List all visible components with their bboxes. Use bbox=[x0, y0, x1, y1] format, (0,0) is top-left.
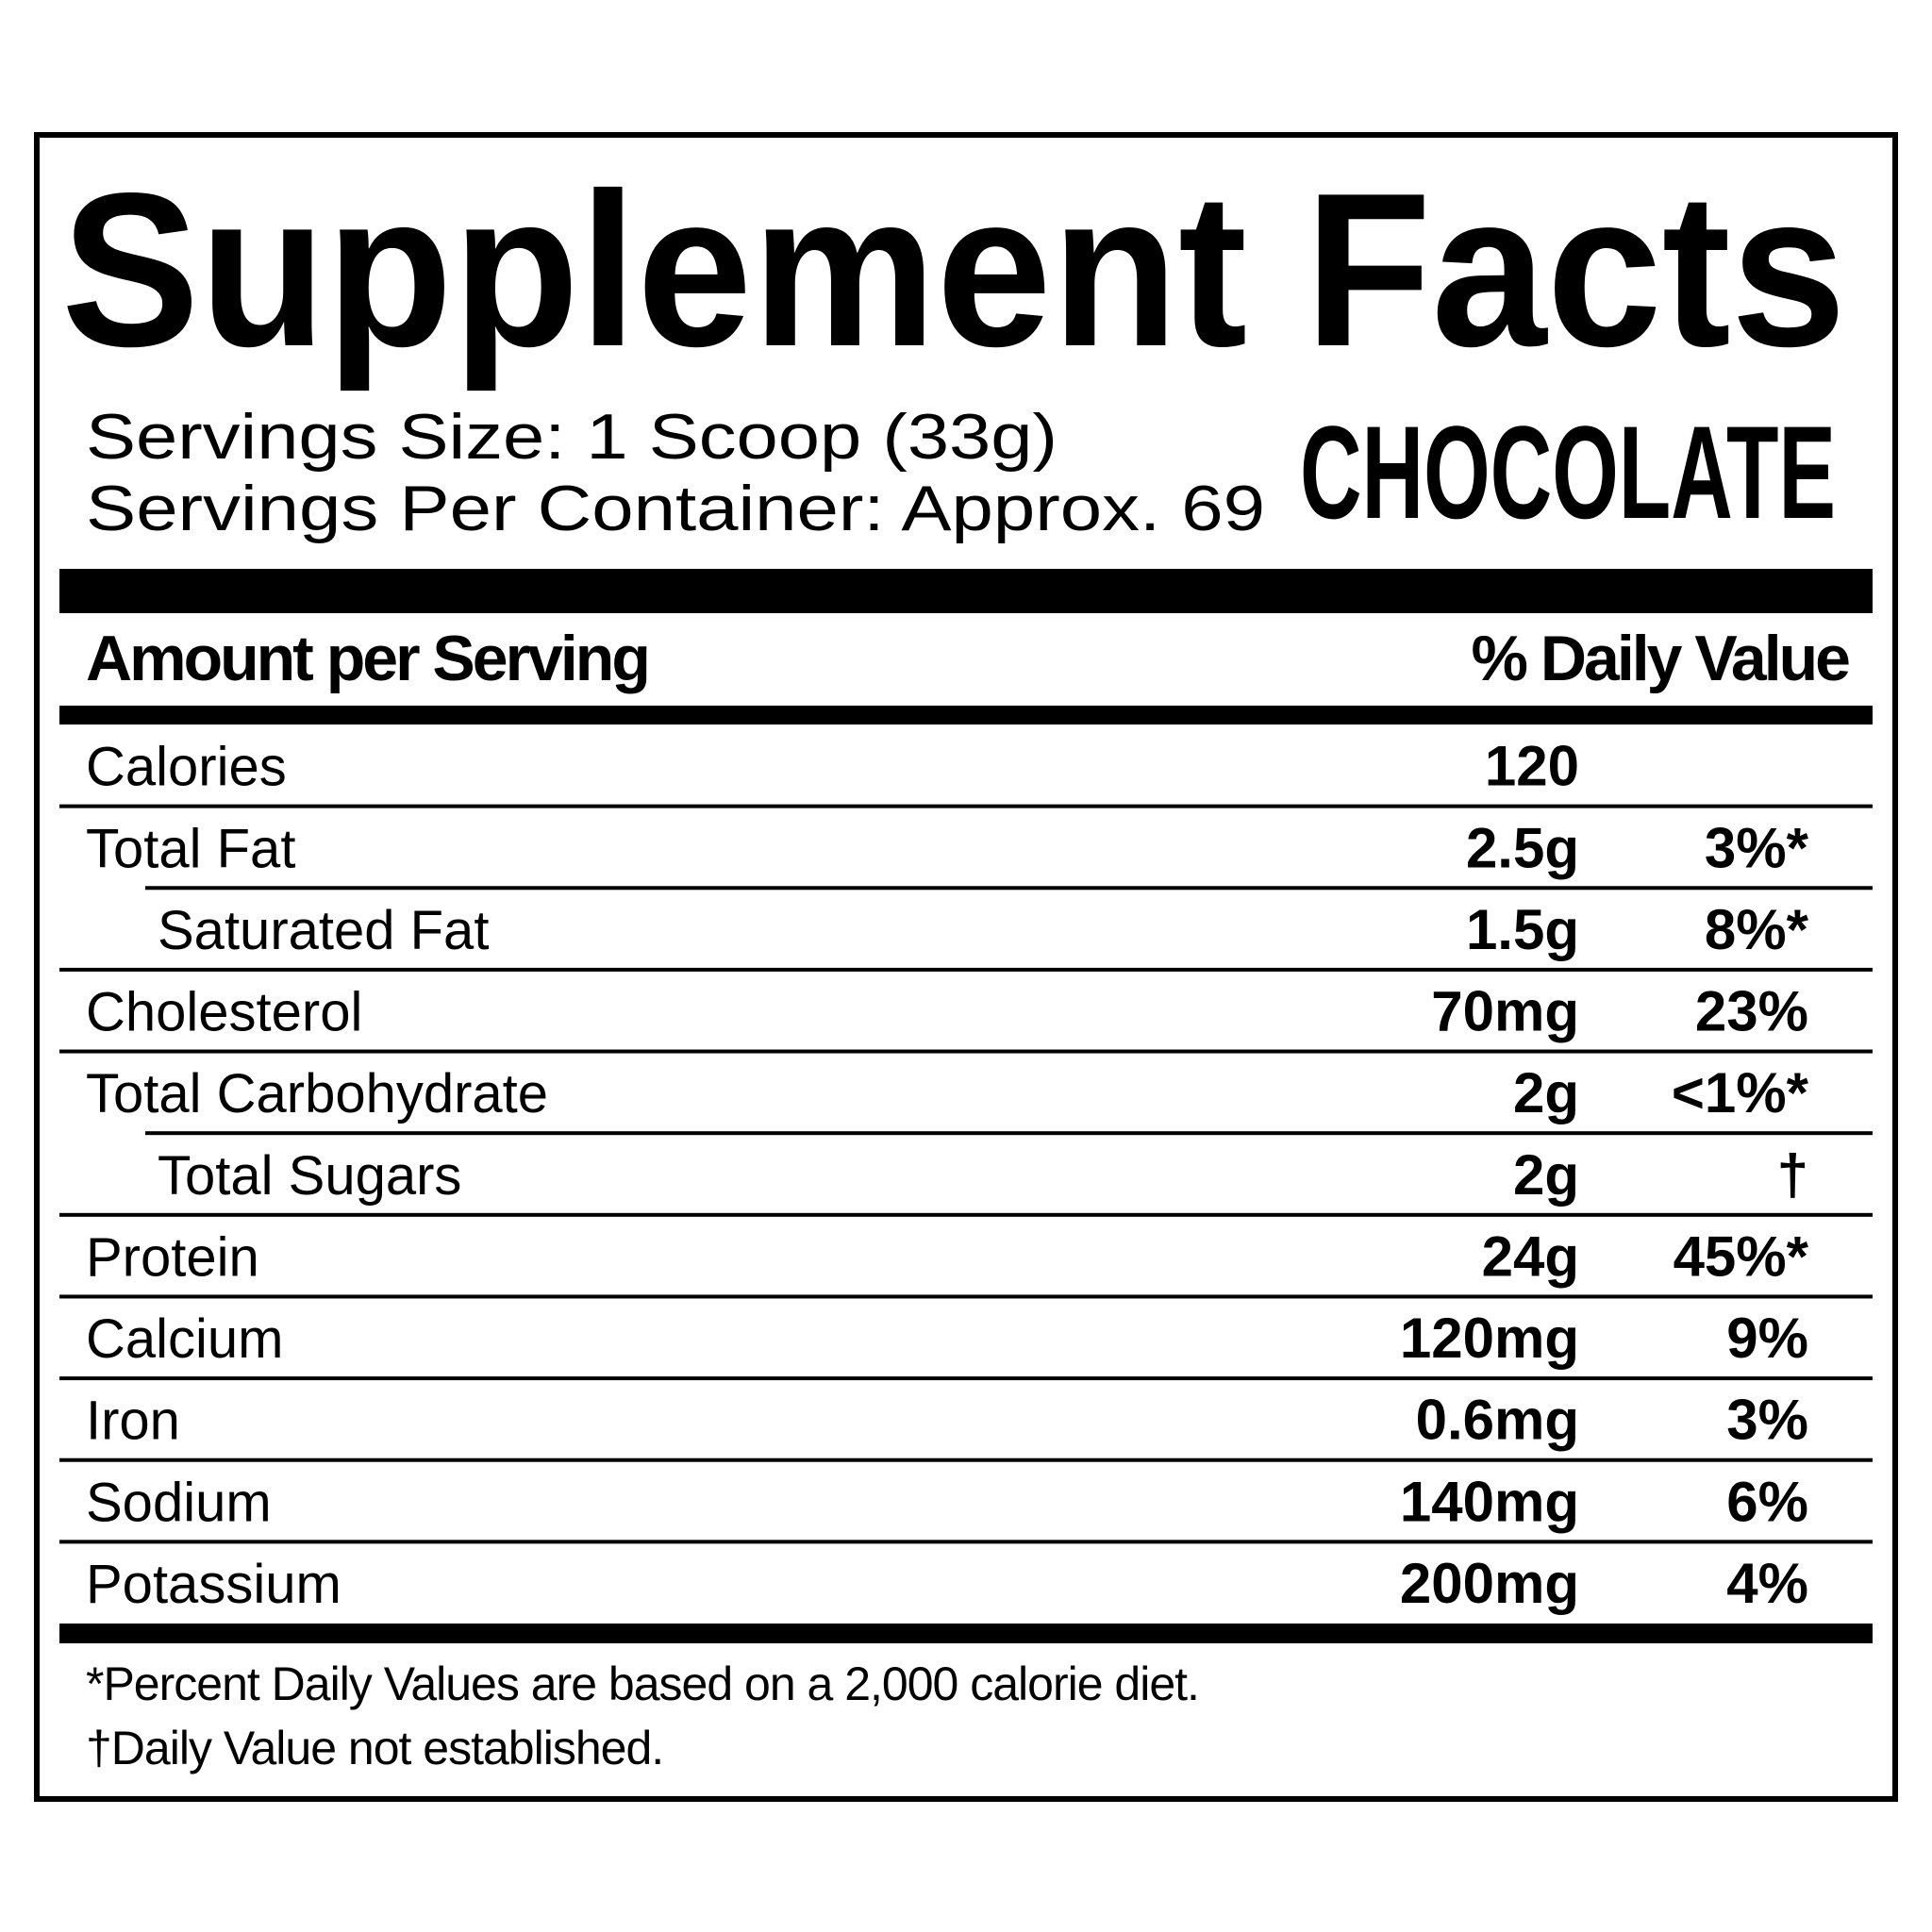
nutrient-name: Protein bbox=[86, 1226, 259, 1288]
daily-value: 23% bbox=[1695, 980, 1808, 1043]
row-divider bbox=[145, 1131, 1873, 1136]
row-divider bbox=[59, 967, 1873, 972]
amount: 2g bbox=[1513, 1143, 1579, 1207]
daily-value: 45%* bbox=[1674, 1224, 1809, 1288]
footnote: †Daily Value not established. bbox=[86, 1722, 663, 1774]
row-divider bbox=[59, 1376, 1873, 1381]
flavor: CHOCOLATE bbox=[1300, 398, 1836, 546]
label-border bbox=[34, 132, 1898, 1802]
servings-per-container: Servings Per Container: Approx. 69 bbox=[86, 473, 1265, 544]
amount: 140mg bbox=[1400, 1470, 1579, 1533]
daily-value: 6% bbox=[1726, 1470, 1808, 1533]
serving-size: Servings Size: 1 Scoop (33g) bbox=[86, 401, 1058, 473]
daily-value: 8%* bbox=[1705, 898, 1809, 961]
nutrient-name: Calcium bbox=[86, 1308, 284, 1370]
nutrient-name: Calories bbox=[86, 737, 287, 798]
nutrient-name: Sodium bbox=[86, 1472, 272, 1533]
header-amount: Amount per Serving bbox=[86, 623, 648, 694]
row-divider bbox=[145, 886, 1873, 891]
footnote: *Percent Daily Values are based on a 2,0… bbox=[86, 1657, 1199, 1710]
daily-value: 4% bbox=[1726, 1552, 1808, 1615]
title: Supplement Facts bbox=[61, 148, 1846, 392]
amount: 200mg bbox=[1400, 1552, 1579, 1615]
thick-bar bbox=[59, 569, 1873, 613]
amount: 120 bbox=[1485, 735, 1579, 798]
daily-value: † bbox=[1777, 1143, 1808, 1207]
row-divider bbox=[59, 1294, 1873, 1299]
nutrient-name: Total Fat bbox=[86, 818, 295, 879]
nutrient-name: Iron bbox=[86, 1391, 180, 1452]
nutrient-name: Cholesterol bbox=[86, 982, 362, 1043]
amount: 2.5g bbox=[1466, 816, 1579, 879]
amount: 0.6mg bbox=[1416, 1389, 1579, 1452]
amount: 120mg bbox=[1400, 1307, 1579, 1370]
daily-value: 9% bbox=[1726, 1307, 1808, 1370]
nutrient-name: Saturated Fat bbox=[158, 900, 489, 961]
nutrient-name: Total Sugars bbox=[158, 1145, 461, 1207]
row-divider bbox=[59, 1457, 1873, 1462]
row-divider bbox=[59, 1540, 1873, 1544]
row-divider bbox=[59, 1212, 1873, 1217]
amount: 70mg bbox=[1431, 980, 1579, 1043]
amount: 24g bbox=[1482, 1224, 1579, 1288]
rows: Calories 120 Total Fat 2.5g 3%* Saturated Fat… bbox=[59, 735, 1873, 1615]
header-daily-value: % Daily Value bbox=[1472, 623, 1850, 694]
daily-value: <1%* bbox=[1672, 1061, 1809, 1124]
row-divider bbox=[59, 1049, 1873, 1054]
amount: 1.5g bbox=[1466, 898, 1579, 961]
amount: 2g bbox=[1513, 1061, 1579, 1124]
nutrient-name: Total Carbohydrate bbox=[86, 1063, 548, 1124]
medium-bar bbox=[59, 706, 1873, 724]
daily-value: 3%* bbox=[1705, 816, 1809, 879]
daily-value: 3% bbox=[1726, 1389, 1808, 1452]
nutrient-name: Potassium bbox=[86, 1554, 341, 1615]
row-divider bbox=[59, 804, 1873, 808]
thick-bar bbox=[59, 1624, 1873, 1643]
